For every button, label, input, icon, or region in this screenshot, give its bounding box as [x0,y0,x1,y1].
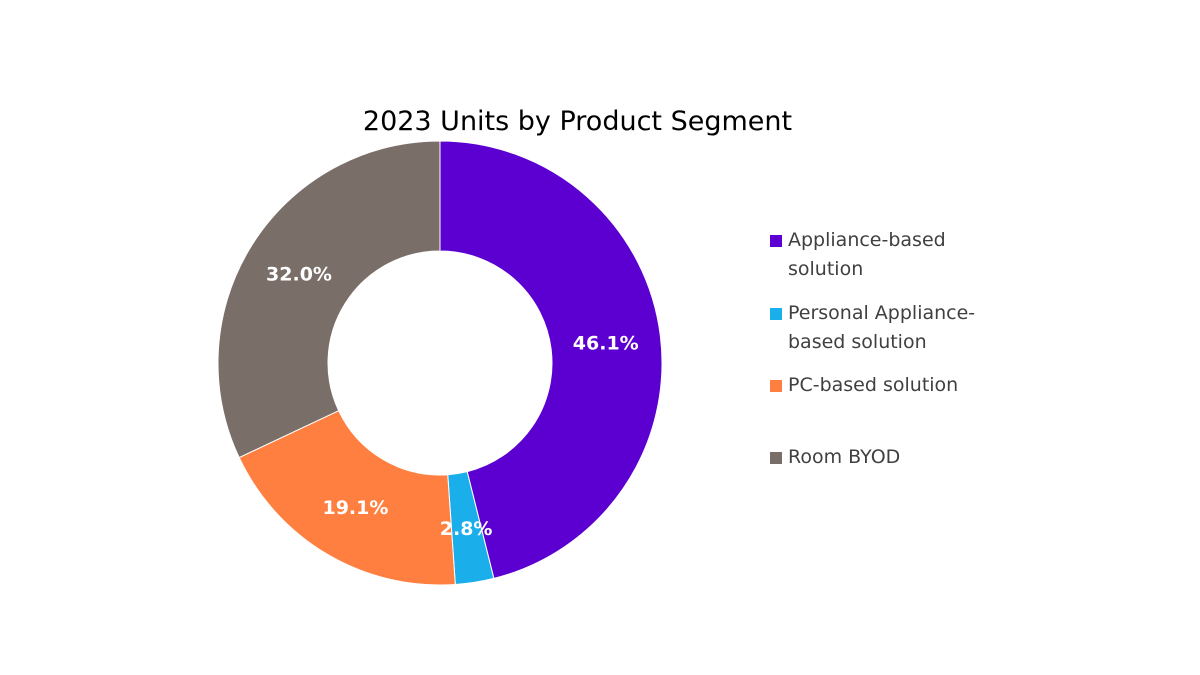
legend-swatch-room-byod [770,452,782,464]
slice-label-pc-based: 19.1% [322,497,388,519]
chart-title: 2023 Units by Product Segment [362,106,793,137]
slice-labels: 46.1% 2.8% 19.1% 32.0% [266,264,639,540]
legend-label-line: Personal Appliance- [788,302,976,324]
slice-room-byod [217,140,441,459]
legend-label-line: Room BYOD [788,446,901,468]
legend-swatch-pc-based [770,380,782,392]
legend-label-line: solution [788,258,864,280]
legend-item-room-byod: Room BYOD [770,443,1018,472]
legend-swatch-personal-appliance [770,308,782,320]
legend-item-pc-based: PC-based solution [770,371,1018,400]
legend-item-personal-appliance: Personal Appliance- based solution [770,299,1018,357]
legend-label-line: Appliance-based [788,229,946,251]
slice-label-appliance-based: 46.1% [573,333,639,355]
legend-item-appliance-based: Appliance-based solution [770,226,1018,284]
slice-label-room-byod: 32.0% [266,264,332,286]
slice-pc-based [238,410,456,586]
slice-appliance-based [439,140,663,579]
legend-swatch-appliance-based [770,235,782,247]
donut-slices [217,140,663,586]
legend-label-line: PC-based solution [788,374,959,396]
slice-label-personal-appliance: 2.8% [440,518,493,540]
legend-label-line: based solution [788,331,927,353]
